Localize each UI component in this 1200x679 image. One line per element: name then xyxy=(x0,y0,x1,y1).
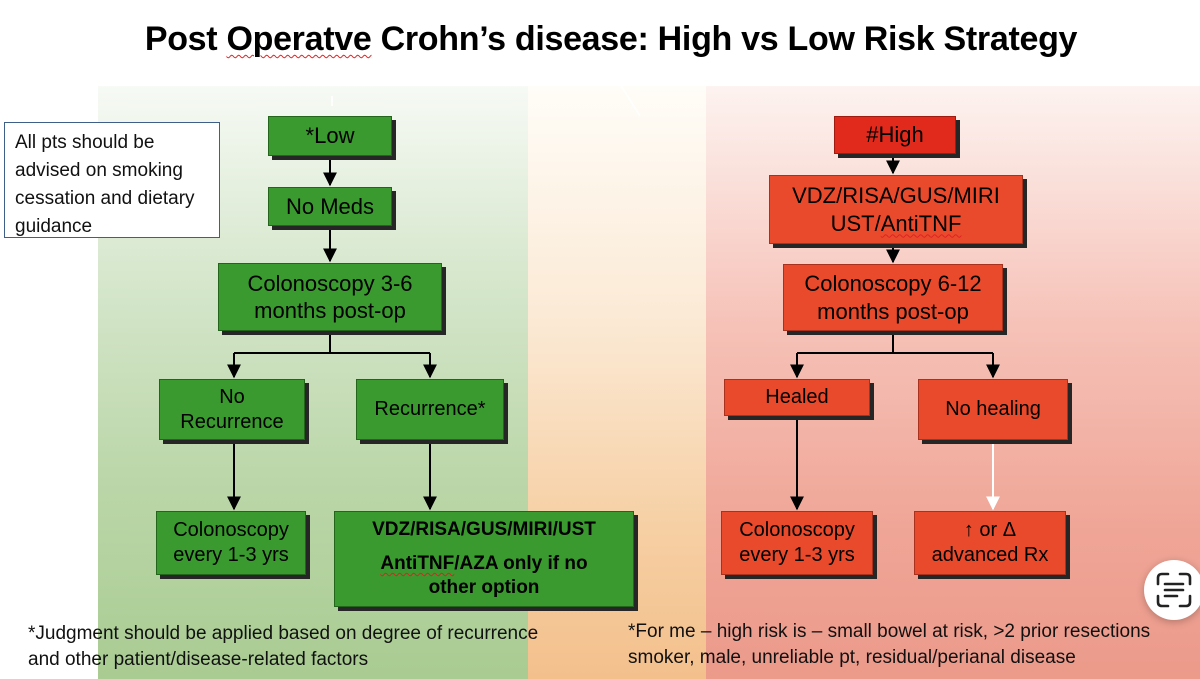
footnote-left-line2: and other patient/disease-related factor… xyxy=(28,649,369,670)
colonoscopy-every-high-line2: every 1-3 yrs xyxy=(739,544,855,566)
colonoscopy-3-6-line1: Colonoscopy 3-6 xyxy=(247,270,413,296)
treatment-low-line3: other option xyxy=(428,577,540,598)
colonoscopy-every-high-line1: Colonoscopy xyxy=(739,519,855,541)
colonoscopy-3-6-box: Colonoscopy 3-6 months post-op xyxy=(218,263,442,331)
no-recurrence-box: No Recurrence xyxy=(159,379,305,440)
no-recurrence-line1: No xyxy=(219,385,245,408)
colonoscopy-every-low-box: Colonoscopy every 1-3 yrs xyxy=(156,511,306,575)
colonoscopy-6-12-line2: months post-op xyxy=(817,298,969,324)
no-meds-label: No Meds xyxy=(285,193,375,219)
text-scan-icon[interactable] xyxy=(1144,560,1200,620)
healed-box: Healed xyxy=(724,379,870,416)
footnote-right-line1: *For me – high risk is – small bowel at … xyxy=(628,621,1151,642)
advanced-rx-box: ↑ or Δ advanced Rx xyxy=(914,511,1066,575)
no-meds-box: No Meds xyxy=(268,187,392,226)
recurrence-label: Recurrence* xyxy=(374,398,486,420)
no-recurrence-line2: Recurrence xyxy=(180,410,284,433)
no-healing-label: No healing xyxy=(945,398,1041,420)
high-risk-box: #High xyxy=(834,116,956,154)
colonoscopy-6-12-line1: Colonoscopy 6-12 xyxy=(804,271,982,296)
colonoscopy-every-low-line2: every 1-3 yrs xyxy=(173,544,289,566)
treatment-low-line2: AntiTNF/AZA only if no xyxy=(380,553,588,574)
treatment-low-line1: VDZ/RISA/GUS/MIRI/UST xyxy=(372,519,596,540)
footnote-left: *Judgment should be applied based on deg… xyxy=(28,621,538,673)
treatment-low-box: VDZ/RISA/GUS/MIRI/UST AntiTNF/AZA only i… xyxy=(334,511,634,607)
high-meds-line1: VDZ/RISA/GUS/MIRI xyxy=(792,183,1000,208)
high-meds-box: VDZ/RISA/GUS/MIRI UST/AntiTNF xyxy=(769,175,1023,244)
colonoscopy-every-low-line1: Colonoscopy xyxy=(173,519,289,541)
low-risk-box: *Low xyxy=(268,116,392,156)
high-risk-label: #High xyxy=(866,122,924,148)
low-risk-label: *Low xyxy=(305,123,355,149)
arrow-colonoscopy-split-high xyxy=(797,333,993,354)
footnote-right-line2: smoker, male, unreliable pt, residual/pe… xyxy=(628,647,1076,668)
healed-label: Healed xyxy=(765,386,829,408)
high-meds-line2: UST/AntiTNF xyxy=(830,210,962,236)
advanced-rx-line1: ↑ or Δ xyxy=(963,519,1017,541)
colonoscopy-6-12-box: Colonoscopy 6-12 months post-op xyxy=(783,264,1003,331)
arrow-colonoscopy-split-low xyxy=(234,333,430,354)
slide-title: Post Operatve Crohn’s disease: High vs L… xyxy=(144,20,1078,58)
no-healing-box: No healing xyxy=(918,379,1068,440)
advanced-rx-line2: advanced Rx xyxy=(931,544,1049,566)
recurrence-box: Recurrence* xyxy=(356,379,504,440)
text-scan-glyph xyxy=(1156,572,1192,608)
footnote-right: *For me – high risk is – small bowel at … xyxy=(628,619,1200,671)
colonoscopy-every-high-box: Colonoscopy every 1-3 yrs xyxy=(721,511,873,575)
smoking-dietary-note: All pts should be advised on smoking ces… xyxy=(4,122,220,238)
colonoscopy-3-6-line2: months post-op xyxy=(254,298,406,323)
footnote-left-line1: *Judgment should be applied based on deg… xyxy=(28,623,539,644)
